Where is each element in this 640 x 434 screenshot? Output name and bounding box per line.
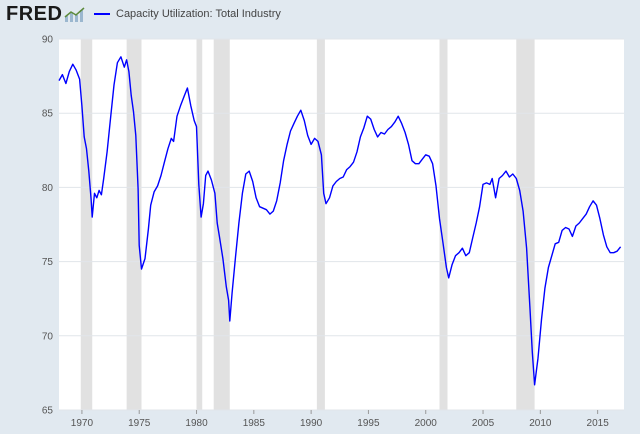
recession-band xyxy=(213,39,230,410)
legend-label: Capacity Utilization: Total Industry xyxy=(116,8,281,20)
y-axis: 65 70 75 80 85 90 xyxy=(42,35,54,417)
series-group xyxy=(58,56,622,386)
x-tick-label: 2005 xyxy=(472,418,495,429)
y-tick-label: 80 xyxy=(42,183,54,194)
y-tick-label: 65 xyxy=(42,406,54,417)
chart-legend: Capacity Utilization: Total Industry xyxy=(94,8,281,20)
gridlines xyxy=(59,38,624,411)
x-tick-label: 1980 xyxy=(185,418,208,429)
x-tick-label: 1990 xyxy=(300,418,323,429)
recession-band xyxy=(80,39,93,410)
plot-area xyxy=(59,39,624,410)
y-tick-label: 75 xyxy=(42,257,54,268)
x-tick-label: 2010 xyxy=(529,418,552,429)
recession-band xyxy=(196,39,203,410)
y-tick-label: 90 xyxy=(42,35,54,46)
x-tick-label: 1985 xyxy=(243,418,266,429)
recession-band xyxy=(316,39,325,410)
recession-band xyxy=(126,39,142,410)
recession-band xyxy=(439,39,448,410)
fred-logo[interactable]: FRED xyxy=(6,3,86,26)
y-tick-label: 70 xyxy=(42,331,54,342)
x-tick-label: 2000 xyxy=(415,418,438,429)
line-chart-icon xyxy=(64,6,85,22)
x-tick-label: 2015 xyxy=(587,418,610,429)
chart-header: FRED Capacity Utilization: Total Industr… xyxy=(0,0,640,30)
x-tick-label: 1975 xyxy=(128,418,151,429)
y-tick-label: 85 xyxy=(42,109,54,120)
x-tick-label: 1970 xyxy=(71,418,94,429)
series-line xyxy=(58,56,622,386)
logo-text: FRED xyxy=(6,3,63,25)
x-axis: 1970 1975 1980 1985 1990 1995 2000 2005 2010 2015 xyxy=(71,410,609,429)
legend-swatch xyxy=(94,13,110,15)
x-tick-label: 1995 xyxy=(357,418,380,429)
